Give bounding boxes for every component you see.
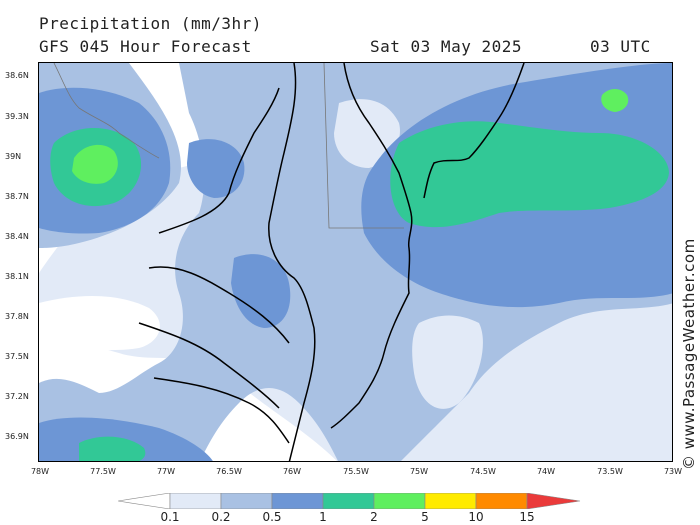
forecast-time: 03 UTC [590,37,651,56]
precip-area-1-b [390,121,669,228]
state-border [53,63,404,229]
lat-label: 39.3N [5,112,29,121]
map-canvas [39,63,672,461]
coastline-nj [423,63,525,199]
legend-label: 1 [319,510,327,524]
lon-label: 76.5W [216,467,242,476]
lon-label: 77W [156,467,176,476]
legend-label: 0.2 [211,510,231,524]
legend-label: 10 [468,510,484,524]
legend-label: 2 [370,510,378,524]
coastline-bay-east [268,63,316,461]
coastline-bay-west [138,87,290,444]
forecast-date: Sat 03 May 2025 [370,37,522,56]
legend-swatch-over [526,493,581,509]
precipitation-map [38,62,673,462]
lat-label: 38.4N [5,232,29,241]
legend-label: 0.1 [160,510,180,524]
forecast-model: GFS 045 Hour Forecast [39,37,252,56]
lon-label: 73.5W [597,467,623,476]
watermark: © www.PassageWeather.com [680,238,698,470]
coastline-delmarva [330,63,413,429]
lon-label: 76W [282,467,302,476]
legend-swatch-5 [424,493,477,509]
legend-swatch-0-5 [271,493,324,509]
lat-label: 36.9N [5,432,29,441]
legend-label: 5 [421,510,429,524]
legend-swatch-0-2 [220,493,273,509]
precip-gap-south [412,315,483,409]
lat-label: 37.5N [5,352,29,361]
legend-swatch-2 [373,493,426,509]
precip-gap-center [334,99,400,168]
lon-label: 77.5W [90,467,116,476]
lat-label: 37.8N [5,312,29,321]
precip-area-2 [72,144,118,184]
legend-swatch-1 [322,493,375,509]
chart-title: Precipitation (mm/3hr) [39,14,262,33]
lat-label: 38.1N [5,272,29,281]
lat-label: 38.6N [5,71,29,80]
lon-label: 78W [30,467,50,476]
legend-label: 0.5 [262,510,282,524]
precip-gap-southwest [39,296,160,351]
precip-area-2-b [601,89,629,112]
precip-area-1-c [79,436,146,461]
legend-swatch-0-1 [169,493,222,509]
legend-swatch-under [118,493,171,509]
lon-label: 74.5W [470,467,496,476]
precip-area-0-5-e [187,139,245,198]
legend-label: 15 [519,510,535,524]
lat-label: 37.2N [5,392,29,401]
lon-label: 75W [409,467,429,476]
lat-label: 38.7N [5,192,29,201]
lon-label: 74W [536,467,556,476]
legend-swatch-10 [475,493,528,509]
legend-colorbar [118,493,581,509]
lon-label: 75.5W [343,467,369,476]
lon-label: 73W [663,467,683,476]
precip-area-0-5-c [231,254,291,328]
lat-label: 39N [5,152,22,161]
